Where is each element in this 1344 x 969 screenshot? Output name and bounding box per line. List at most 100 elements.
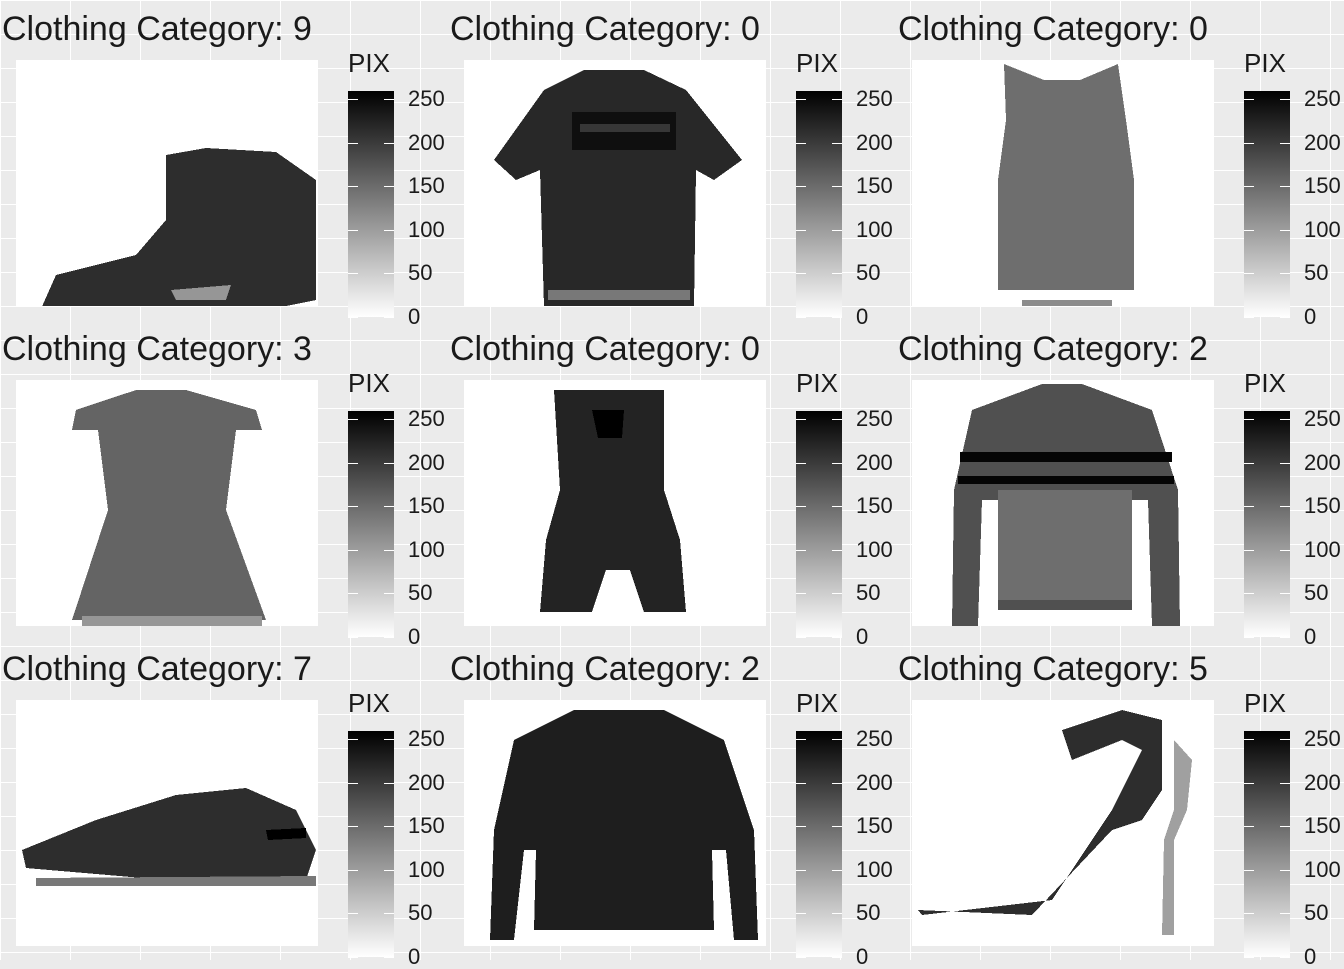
legend-tick-label: 150 — [408, 813, 445, 839]
panel-title: Clothing Category: 7 — [2, 650, 312, 688]
legend-tick-mark — [796, 99, 806, 101]
legend-colorbar — [796, 411, 842, 638]
legend-colorbar — [1244, 411, 1290, 638]
garment-pixels — [918, 710, 1162, 915]
legend-tick-mark — [796, 317, 806, 318]
garment-image — [540, 390, 686, 612]
legend-tick-mark — [832, 229, 842, 231]
legend-tick-mark — [384, 782, 394, 784]
legend-tick-mark — [1280, 869, 1290, 871]
legend-tick-label: 50 — [856, 900, 881, 926]
garment-pixels — [1162, 740, 1192, 935]
legend-tick-label: 100 — [408, 856, 445, 882]
garment-pixels — [22, 788, 316, 880]
legend-tick-mark — [1280, 506, 1290, 508]
panel-title: Clothing Category: 0 — [450, 10, 760, 48]
garment-image — [494, 70, 742, 306]
garment-pixels — [540, 390, 686, 612]
legend-title: PIX — [796, 48, 838, 78]
legend-tick-label: 100 — [1304, 216, 1341, 242]
legend-tick-label: 200 — [408, 769, 445, 795]
legend-tick-label: 150 — [856, 173, 893, 199]
legend-tick-mark — [384, 506, 394, 508]
garment-image — [72, 390, 266, 626]
legend-tick-label: 250 — [1304, 726, 1341, 752]
legend-tick-mark — [348, 186, 358, 188]
legend-tick-mark — [832, 869, 842, 871]
legend-tick-label: 150 — [856, 493, 893, 519]
legend-tick-label: 100 — [856, 216, 893, 242]
legend-tick-mark — [796, 186, 806, 188]
legend-tick-label: 0 — [856, 624, 869, 649]
legend-tick-mark — [1280, 549, 1290, 551]
legend-title: PIX — [796, 688, 838, 718]
garment-pixels — [958, 476, 1174, 484]
legend-tick-label: 0 — [1304, 304, 1317, 329]
legend-title: PIX — [796, 368, 838, 398]
legend-tick-mark — [1280, 142, 1290, 144]
legend-tick-mark — [348, 869, 358, 871]
legend-tick-label: 150 — [408, 493, 445, 519]
legend-tick-mark — [832, 506, 842, 508]
legend-tick-label: 150 — [856, 813, 893, 839]
legend-tick-mark — [1244, 506, 1254, 508]
legend-tick-label: 250 — [408, 406, 445, 432]
legend-colorbar — [1244, 731, 1290, 958]
legend-tick-label: 250 — [408, 726, 445, 752]
legend-colorbar — [1244, 91, 1290, 318]
legend-tick-mark — [832, 913, 842, 915]
garment-pixels — [36, 876, 316, 886]
legend-tick-mark — [1244, 142, 1254, 144]
legend-tick-label: 100 — [1304, 536, 1341, 562]
legend-colorbar — [796, 731, 842, 958]
legend-tick-mark — [832, 186, 842, 188]
legend-tick-mark — [384, 869, 394, 871]
legend-tick-label: 100 — [856, 856, 893, 882]
legend-tick-mark — [1280, 186, 1290, 188]
legend-tick-label: 150 — [1304, 813, 1341, 839]
garment-pixels — [82, 616, 262, 626]
panel-title: Clothing Category: 2 — [450, 650, 760, 688]
legend-tick-label: 200 — [856, 769, 893, 795]
legend-tick-mark — [796, 957, 806, 958]
legend-tick-label: 250 — [856, 406, 893, 432]
legend-colorbar — [348, 411, 394, 638]
garment-pixels — [548, 290, 690, 300]
garment-pixels — [72, 390, 266, 620]
legend-tick-mark — [1280, 739, 1290, 741]
garment-pixels — [494, 70, 742, 306]
legend-tick-label: 200 — [1304, 129, 1341, 155]
legend-tick-mark — [348, 782, 358, 784]
garment-image — [42, 148, 316, 306]
legend-title: PIX — [1244, 368, 1286, 398]
legend-tick-label: 50 — [1304, 580, 1329, 606]
legend-tick-mark — [384, 229, 394, 231]
legend-tick-mark — [832, 317, 842, 318]
legend-title: PIX — [348, 48, 390, 78]
legend-tick-label: 250 — [408, 86, 445, 112]
garment-pixels — [960, 452, 1172, 462]
legend-tick-label: 200 — [408, 129, 445, 155]
legend-title: PIX — [348, 368, 390, 398]
legend-tick-mark — [348, 462, 358, 464]
legend-tick-mark — [384, 273, 394, 275]
legend-tick-mark — [1280, 782, 1290, 784]
legend-tick-mark — [1244, 229, 1254, 231]
legend-tick-mark — [348, 142, 358, 144]
legend-tick-mark — [384, 549, 394, 551]
legend-tick-mark — [796, 593, 806, 595]
legend-tick-mark — [1280, 317, 1290, 318]
legend-tick-mark — [1244, 637, 1254, 638]
legend-colorbar — [348, 731, 394, 958]
legend-tick-label: 200 — [1304, 769, 1341, 795]
legend-tick-mark — [1280, 913, 1290, 915]
legend-tick-mark — [796, 142, 806, 144]
legend-tick-mark — [348, 419, 358, 421]
legend-tick-mark — [832, 419, 842, 421]
legend-tick-label: 50 — [408, 580, 433, 606]
legend-tick-mark — [1280, 273, 1290, 275]
legend-title: PIX — [348, 688, 390, 718]
legend-tick-mark — [796, 419, 806, 421]
heatmap-plot — [16, 380, 318, 626]
legend-tick-mark — [384, 957, 394, 958]
